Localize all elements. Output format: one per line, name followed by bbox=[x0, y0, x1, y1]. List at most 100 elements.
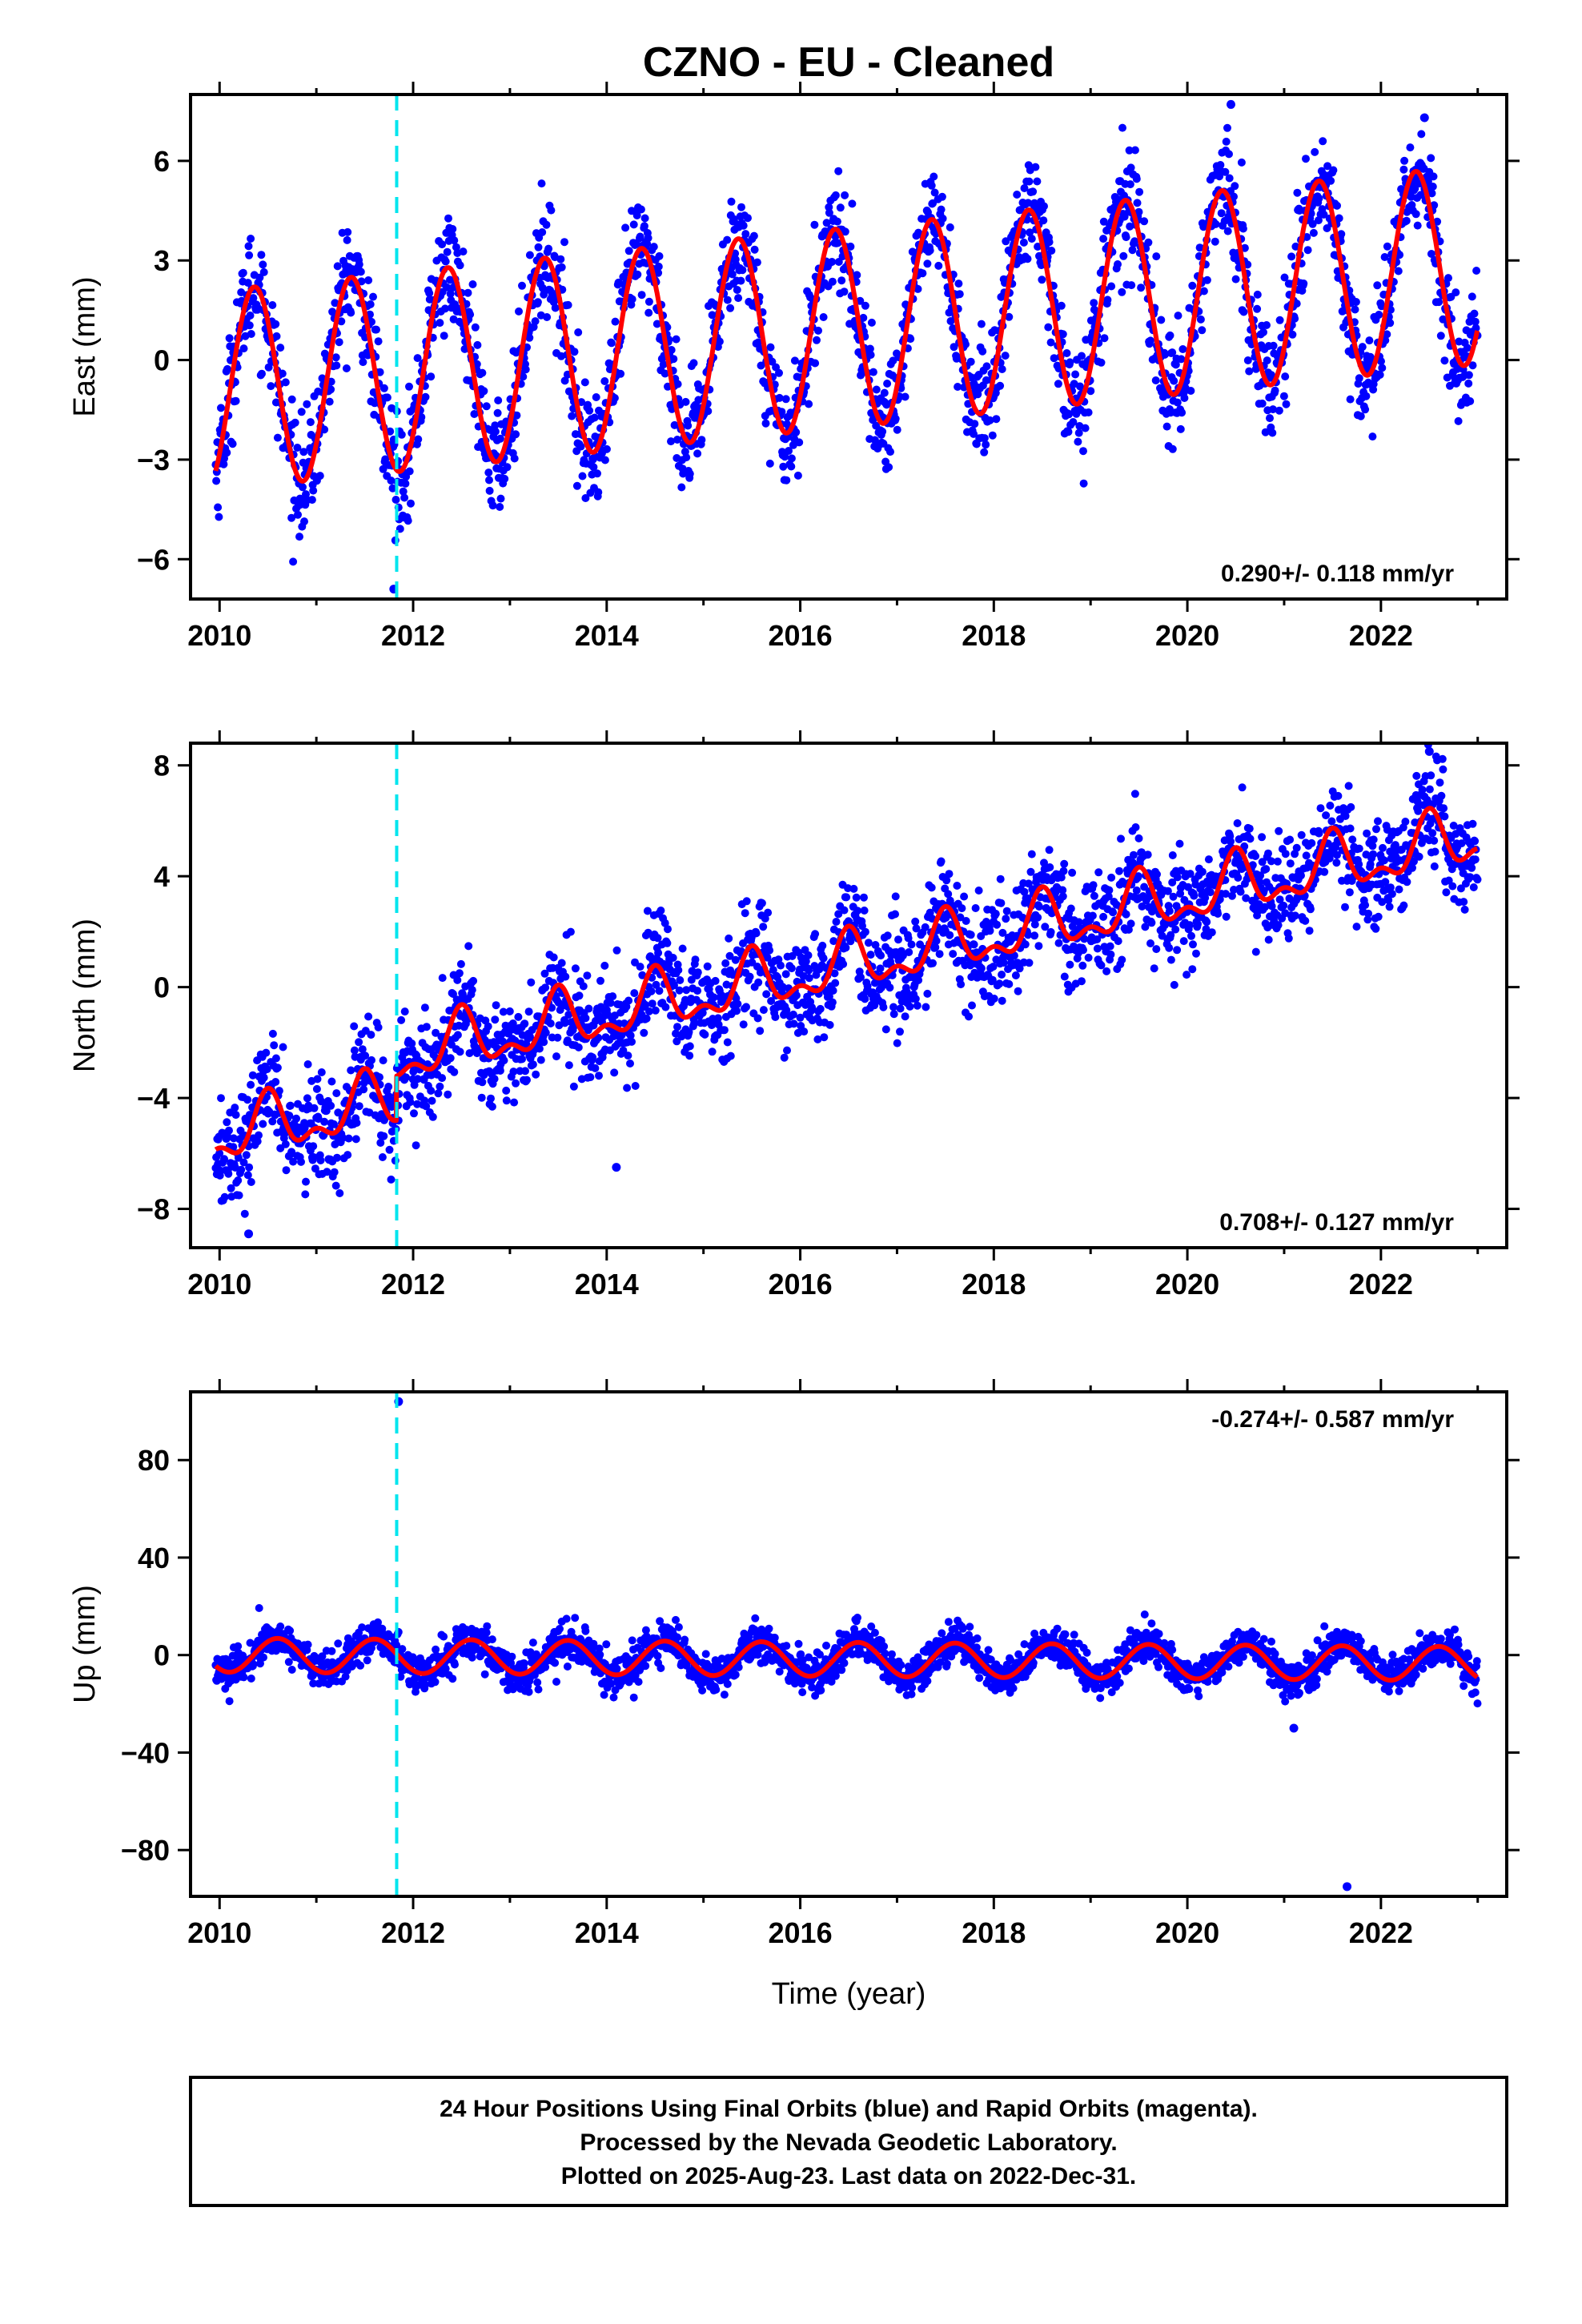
data-point bbox=[1333, 201, 1341, 210]
data-point bbox=[361, 1051, 370, 1060]
data-point bbox=[1377, 357, 1385, 366]
data-point bbox=[927, 181, 936, 190]
data-point bbox=[1363, 829, 1371, 838]
data-point bbox=[410, 1109, 418, 1118]
data-point bbox=[911, 917, 920, 926]
data-point bbox=[1034, 243, 1042, 251]
data-point bbox=[805, 974, 813, 983]
data-point bbox=[391, 496, 400, 504]
data-point bbox=[828, 998, 837, 1007]
data-point bbox=[1132, 175, 1141, 183]
data-point bbox=[836, 203, 845, 212]
data-point bbox=[500, 1056, 508, 1065]
data-point bbox=[219, 460, 228, 468]
data-point bbox=[1130, 237, 1139, 246]
data-point bbox=[449, 990, 457, 999]
data-point bbox=[478, 1078, 487, 1087]
data-point bbox=[1062, 349, 1071, 357]
data-point bbox=[1365, 336, 1374, 345]
data-point bbox=[1460, 898, 1468, 907]
data-point bbox=[820, 1033, 829, 1042]
data-point bbox=[1460, 905, 1469, 914]
data-point bbox=[1327, 817, 1336, 826]
data-point bbox=[320, 425, 329, 434]
data-point bbox=[438, 240, 447, 249]
data-point bbox=[255, 273, 264, 282]
data-point bbox=[652, 320, 661, 328]
data-point bbox=[518, 281, 526, 290]
data-point bbox=[1452, 288, 1460, 297]
data-point bbox=[358, 1045, 367, 1054]
data-point bbox=[1374, 817, 1382, 826]
data-point bbox=[259, 260, 267, 269]
data-point bbox=[223, 364, 231, 373]
data-point bbox=[1427, 250, 1435, 258]
data-point bbox=[271, 320, 280, 328]
data-point bbox=[768, 357, 777, 366]
data-point bbox=[508, 1019, 517, 1027]
data-point bbox=[661, 1003, 670, 1011]
data-point bbox=[756, 1027, 765, 1035]
data-point bbox=[231, 1111, 240, 1120]
data-point bbox=[538, 228, 547, 236]
data-point bbox=[537, 179, 546, 188]
data-point bbox=[992, 415, 1001, 424]
data-point bbox=[661, 369, 669, 378]
data-point bbox=[1147, 919, 1156, 927]
data-point bbox=[1281, 372, 1290, 381]
data-point bbox=[1372, 825, 1380, 834]
data-point bbox=[1444, 274, 1452, 283]
data-point bbox=[977, 964, 986, 973]
data-point bbox=[441, 257, 450, 266]
data-point bbox=[636, 232, 644, 241]
data-point bbox=[996, 875, 1005, 883]
data-point bbox=[1058, 892, 1067, 901]
data-point bbox=[519, 372, 528, 381]
data-point bbox=[307, 496, 316, 505]
data-point bbox=[544, 244, 553, 253]
data-point bbox=[1386, 319, 1395, 328]
data-point bbox=[723, 235, 732, 244]
data-point bbox=[1002, 915, 1010, 923]
data-point bbox=[761, 419, 770, 428]
y-tick-label: 8 bbox=[154, 750, 170, 782]
data-point bbox=[997, 899, 1006, 907]
data-point bbox=[1150, 964, 1158, 973]
data-point bbox=[583, 971, 592, 980]
data-point bbox=[833, 239, 842, 247]
data-point bbox=[790, 356, 799, 365]
data-point bbox=[825, 1020, 834, 1029]
data-point bbox=[1020, 184, 1029, 192]
data-point bbox=[929, 959, 937, 967]
x-tick-label: 2012 bbox=[381, 1268, 445, 1301]
data-point bbox=[404, 517, 412, 525]
data-point bbox=[220, 1192, 229, 1201]
data-point bbox=[387, 1103, 396, 1112]
data-point bbox=[1364, 909, 1373, 918]
data-point bbox=[1332, 858, 1341, 867]
data-point bbox=[1427, 189, 1436, 198]
data-point bbox=[1066, 358, 1074, 367]
data-point bbox=[514, 1012, 523, 1021]
data-point bbox=[1128, 246, 1137, 255]
data-point bbox=[998, 365, 1006, 373]
data-point bbox=[1471, 837, 1480, 846]
data-point bbox=[955, 290, 964, 299]
data-point bbox=[893, 1039, 901, 1047]
data-point bbox=[1291, 911, 1299, 920]
data-point bbox=[289, 557, 298, 566]
north-model-fit-line bbox=[214, 806, 1480, 1156]
data-point bbox=[1223, 123, 1231, 132]
data-point bbox=[485, 486, 494, 495]
data-point bbox=[640, 1028, 648, 1037]
data-point bbox=[946, 223, 954, 231]
data-point bbox=[1002, 237, 1010, 246]
data-point bbox=[651, 1006, 660, 1015]
x-tick-label: 2018 bbox=[962, 619, 1026, 652]
data-point bbox=[510, 1098, 519, 1107]
data-point bbox=[630, 989, 639, 998]
data-point bbox=[1082, 336, 1090, 344]
data-point bbox=[962, 917, 970, 925]
data-point bbox=[926, 246, 934, 255]
data-point bbox=[1178, 408, 1186, 417]
